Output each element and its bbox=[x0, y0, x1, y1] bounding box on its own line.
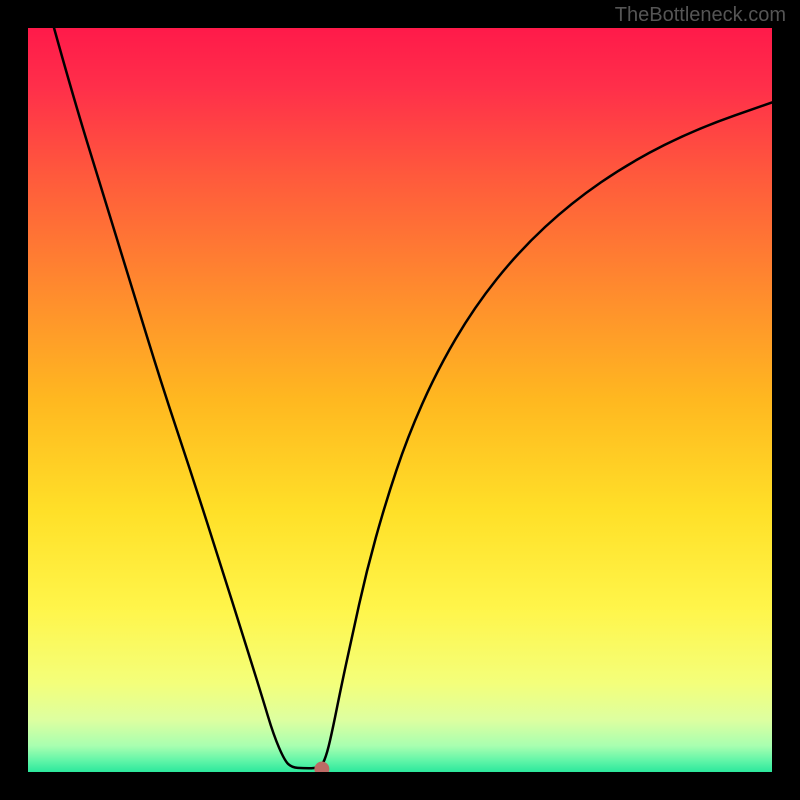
chart-frame bbox=[0, 0, 800, 800]
watermark-text: TheBottleneck.com bbox=[615, 4, 786, 27]
frame-border-right bbox=[772, 0, 800, 800]
frame-border-left bbox=[0, 0, 28, 800]
frame-border-bottom bbox=[0, 772, 800, 800]
